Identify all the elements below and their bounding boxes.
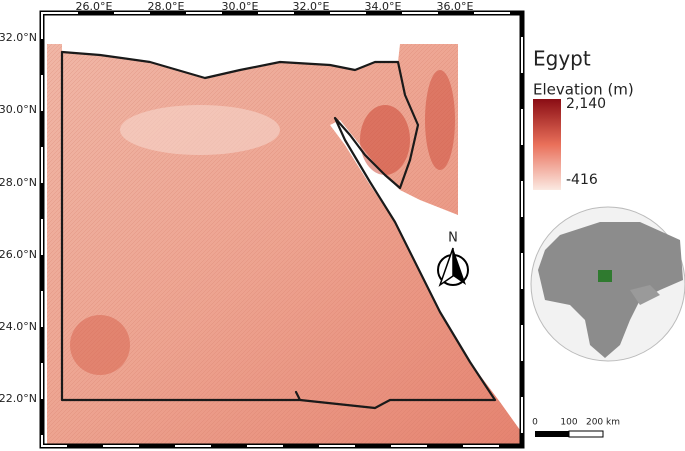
legend-title: Elevation (m) bbox=[533, 81, 634, 99]
lon-label: 26.0°E bbox=[76, 0, 113, 13]
lon-label: 36.0°E bbox=[437, 0, 474, 13]
sea bbox=[47, 44, 400, 78]
map-frame bbox=[39, 10, 525, 449]
lat-label: 28.0°N bbox=[0, 176, 37, 189]
scale-seg bbox=[535, 431, 569, 437]
scale-label: 100 bbox=[560, 418, 577, 428]
arabian-highlands bbox=[425, 70, 455, 170]
egypt-outline bbox=[60, 50, 497, 410]
scale-seg bbox=[568, 430, 604, 438]
depression bbox=[120, 105, 280, 155]
uweinat-highlands bbox=[70, 315, 130, 375]
legend-ramp bbox=[533, 99, 561, 190]
globe-egypt bbox=[598, 270, 612, 282]
frame-checker bbox=[41, 12, 523, 447]
lon-label: 30.0°E bbox=[222, 0, 259, 13]
lat-label: 32.0°N bbox=[0, 31, 37, 44]
lon-label: 28.0°E bbox=[148, 0, 185, 13]
north-arrow-right bbox=[453, 248, 466, 285]
lat-label: 26.0°N bbox=[0, 248, 37, 261]
lon-label: 32.0°E bbox=[293, 0, 330, 13]
globe-land bbox=[538, 222, 683, 358]
legend-min: -416 bbox=[566, 172, 598, 188]
scale-label: 0 bbox=[532, 418, 538, 428]
lat-label: 30.0°N bbox=[0, 103, 37, 116]
globe-arabia bbox=[630, 285, 660, 305]
locator-globe bbox=[530, 206, 685, 362]
lat-label: 22.0°N bbox=[0, 392, 37, 405]
map-title: Egypt bbox=[533, 47, 591, 71]
sinai-highlands bbox=[360, 105, 410, 175]
legend-max: 2,140 bbox=[566, 96, 606, 112]
lon-label: 34.0°E bbox=[365, 0, 402, 13]
north-label: N bbox=[448, 231, 458, 246]
scale-label: 200 km bbox=[586, 418, 620, 428]
scale-bar: 0 100 200 km bbox=[532, 418, 620, 438]
lat-label: 24.0°N bbox=[0, 320, 37, 333]
north-arrow: N bbox=[437, 231, 469, 287]
